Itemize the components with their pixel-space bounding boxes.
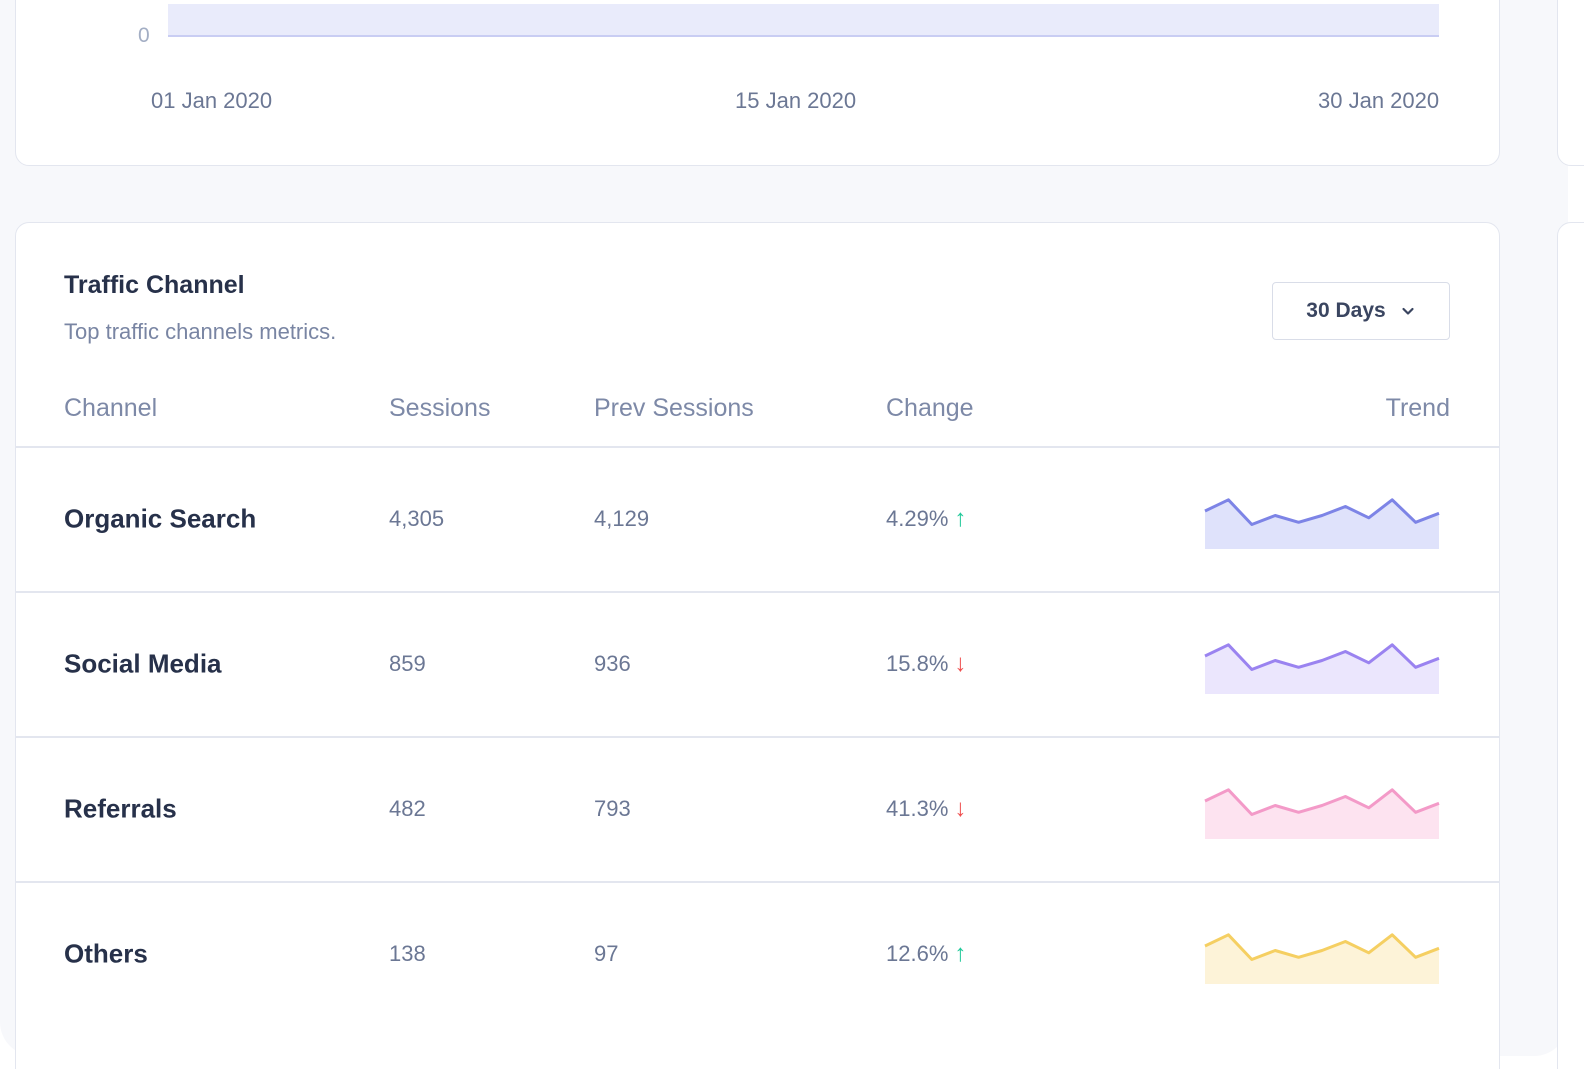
column-header-prev-sessions: Prev Sessions — [594, 394, 754, 422]
trend-sparkline — [1204, 788, 1440, 839]
sessions-value: 4,305 — [389, 506, 445, 531]
trend-sparkline — [1204, 643, 1440, 694]
sessions-value: 859 — [389, 651, 426, 676]
sessions-value: 482 — [389, 796, 426, 821]
x-axis-tick-mid: 15 Jan 2020 — [735, 88, 857, 113]
channel-name: Others — [64, 938, 148, 969]
side-card-top — [1557, 0, 1584, 166]
table-divider — [16, 881, 1499, 883]
table-row[interactable]: Social Media 859 936 15.8% ↓ — [16, 592, 1499, 736]
column-header-sessions: Sessions — [389, 394, 491, 422]
change-percent: 4.29% — [886, 506, 949, 531]
table-row[interactable]: Referrals 482 793 41.3% ↓ — [16, 737, 1499, 881]
x-axis-tick-end: 30 Jan 2020 — [1318, 88, 1440, 113]
change-percent: 15.8% — [886, 651, 949, 676]
channel-name: Referrals — [64, 793, 177, 824]
change-value: 15.8% ↓ — [886, 651, 966, 677]
channel-name: Organic Search — [64, 503, 257, 534]
prev-sessions-value: 4,129 — [594, 506, 650, 531]
date-range-dropdown[interactable]: 30 Days — [1272, 282, 1450, 340]
trend-sparkline — [1204, 498, 1440, 549]
sparkline-line — [1204, 933, 1440, 961]
chevron-down-icon — [1402, 307, 1414, 315]
column-header-channel: Channel — [64, 394, 158, 422]
column-header-change: Change — [886, 394, 974, 422]
card-title: Traffic Channel — [64, 271, 245, 299]
date-range-label: 30 Days — [1306, 299, 1386, 322]
sparkline-area — [1205, 499, 1439, 549]
y-axis-tick: 0 — [138, 24, 150, 47]
sessions-value: 138 — [389, 941, 426, 966]
change-percent: 12.6% — [886, 941, 949, 966]
sparkline-area — [1205, 934, 1439, 984]
change-value: 4.29% ↑ — [886, 506, 966, 532]
sparkline-area — [1205, 789, 1439, 839]
table-row[interactable]: Others 138 97 12.6% ↑ — [16, 882, 1499, 1026]
arrow-down-icon: ↓ — [954, 650, 967, 677]
traffic-channel-card — [15, 222, 1500, 1069]
x-axis-tick-start: 01 Jan 2020 — [151, 88, 273, 113]
sessions-area-chart — [168, 4, 1439, 37]
arrow-up-icon: ↑ — [954, 940, 967, 967]
change-percent: 41.3% — [886, 796, 949, 821]
sparkline-line — [1204, 498, 1440, 526]
arrow-down-icon: ↓ — [954, 795, 967, 822]
prev-sessions-value: 793 — [594, 796, 631, 821]
sparkline-area — [1205, 644, 1439, 694]
change-value: 12.6% ↑ — [886, 941, 966, 967]
sparkline-line — [1204, 643, 1440, 671]
change-value: 41.3% ↓ — [886, 796, 966, 822]
trend-sparkline — [1204, 933, 1440, 984]
sparkline-line — [1204, 788, 1440, 816]
arrow-up-icon: ↑ — [954, 505, 967, 532]
column-header-trend: Trend — [1385, 394, 1450, 422]
prev-sessions-value: 936 — [594, 651, 631, 676]
table-row[interactable]: Organic Search 4,305 4,129 4.29% ↑ — [16, 447, 1499, 591]
table-divider — [16, 446, 1499, 448]
side-card-main — [1557, 222, 1584, 1069]
prev-sessions-value: 97 — [594, 941, 619, 966]
table-divider — [16, 736, 1499, 738]
card-subtitle: Top traffic channels metrics. — [64, 319, 337, 344]
table-divider — [16, 591, 1499, 593]
channel-name: Social Media — [64, 648, 222, 679]
